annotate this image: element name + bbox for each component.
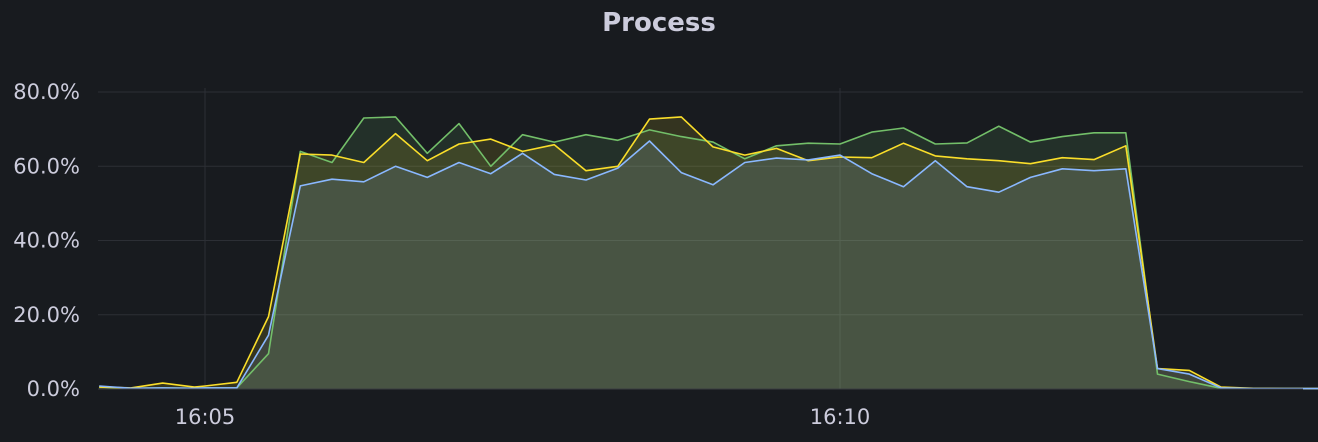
panel-title: Process [602, 8, 716, 38]
series-line-1 [99, 116, 1318, 390]
y-tick-label: 20.0% [13, 303, 80, 327]
y-tick-label: 0.0% [27, 377, 80, 401]
y-tick-label: 60.0% [13, 154, 80, 178]
series-line-0 [99, 116, 1318, 390]
series-line-2 [99, 140, 1318, 390]
y-tick-label: 40.0% [13, 229, 80, 253]
x-tick-label: 16:10 [810, 405, 871, 429]
grid: 0.0% 20.0% 40.0% 60.0% 80.0% 16:05 16:10 [13, 80, 1303, 429]
series-area-2 [99, 141, 1318, 389]
y-tick-label: 80.0% [13, 80, 80, 104]
series-group [99, 116, 1318, 390]
x-tick-label: 16:05 [175, 405, 236, 429]
